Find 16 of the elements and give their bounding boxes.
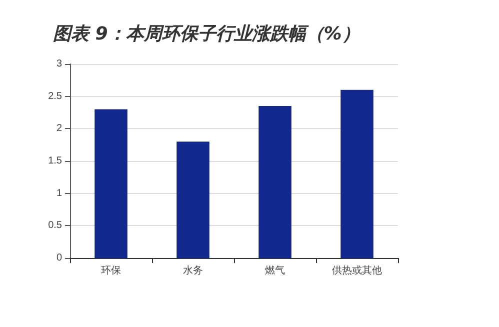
bar bbox=[94, 109, 128, 258]
y-tick-label: 2 bbox=[56, 123, 62, 134]
bar bbox=[340, 90, 374, 258]
y-tick-label: 1 bbox=[56, 188, 62, 199]
x-tick-label: 燃气 bbox=[265, 264, 285, 276]
bar bbox=[176, 142, 210, 258]
y-tick-label: 1.5 bbox=[48, 156, 62, 166]
y-tick-label: 2.5 bbox=[48, 90, 62, 102]
x-tick-label: 水务 bbox=[183, 264, 203, 276]
y-tick-label: 0 bbox=[56, 252, 62, 264]
x-tick-label: 环保 bbox=[101, 266, 121, 276]
y-tick-label: 3 bbox=[56, 58, 62, 70]
x-tick-label: 供热或其他 bbox=[332, 264, 382, 276]
chart-title: 图表 9：本周环保子行业涨跌幅（%） bbox=[53, 24, 360, 44]
bar bbox=[258, 106, 292, 258]
y-tick-label: 0.5 bbox=[48, 220, 62, 232]
